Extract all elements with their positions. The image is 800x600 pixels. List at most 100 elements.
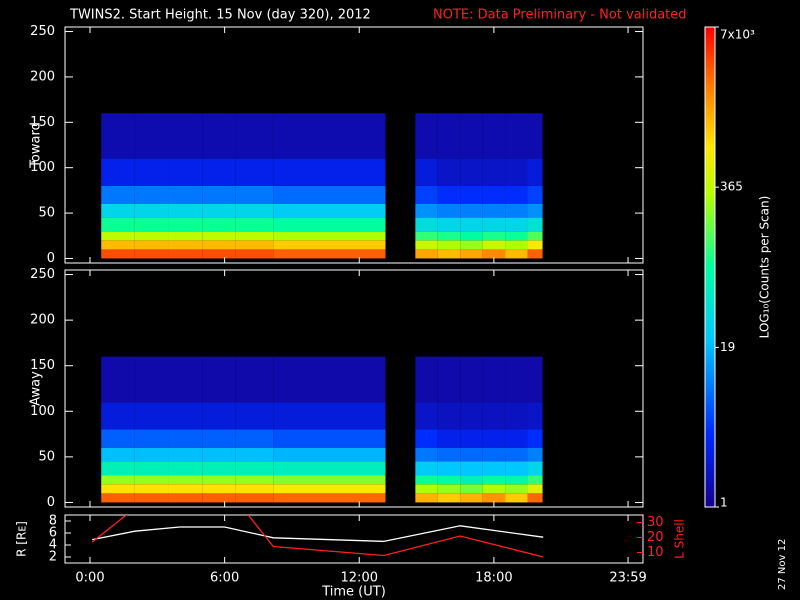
heatmap-cell [415, 484, 438, 494]
heatmap-cell [101, 113, 135, 159]
y-tick-label: 200 [30, 69, 55, 84]
heatmap-cell [202, 461, 236, 476]
heatmap-cell [134, 204, 169, 218]
y-tick-label: 50 [38, 206, 55, 221]
heatmap-cell [460, 204, 483, 218]
heatmap-cell [460, 231, 483, 241]
heatmap-cell [101, 402, 135, 430]
heatmap-cell [235, 204, 274, 218]
heatmap-cell [527, 356, 543, 403]
heatmap-cell [437, 461, 461, 476]
heatmap-cell [273, 204, 386, 218]
heatmap-cell [437, 402, 461, 430]
colorbar-tick-label: 1 [720, 496, 728, 510]
heatmap-cell [101, 429, 135, 448]
heatmap-cell [437, 493, 461, 503]
heatmap-cell [415, 240, 438, 250]
heatmap-cell [482, 249, 506, 259]
heatmap-cell [273, 113, 386, 159]
heatmap-cell [202, 429, 236, 448]
heatmap-cell [482, 447, 506, 462]
heatmap-cell [273, 429, 386, 448]
y2-tick-label: 10 [647, 545, 664, 560]
heatmap-cell [101, 461, 135, 476]
heatmap-cell [505, 461, 528, 476]
heatmap-cell [505, 217, 528, 232]
x-tick-label: 0:00 [75, 571, 104, 586]
heatmap-cell [482, 240, 506, 250]
heatmap-cell [460, 240, 483, 250]
heatmap-cell [134, 249, 169, 259]
heatmap-cell [235, 402, 274, 430]
heatmap-cell [202, 475, 236, 485]
y-tick-label: 4 [49, 538, 57, 553]
heatmap-cell [168, 493, 203, 503]
heatmap-cell [273, 402, 386, 430]
heatmap-cell [134, 113, 169, 159]
heatmap-cell [273, 240, 386, 250]
line [92, 525, 544, 543]
heatmap-cell [460, 429, 483, 448]
colorbar-tick-label: 7x10³ [720, 28, 755, 42]
heatmap-cell [202, 484, 236, 494]
heatmap-cell [273, 158, 386, 186]
heatmap-cell [415, 217, 438, 232]
heatmap-cell [168, 475, 203, 485]
heatmap-cell [235, 185, 274, 204]
y-tick-label: 0 [47, 251, 55, 266]
heatmap-cell [482, 185, 506, 204]
heatmap-cell [101, 185, 135, 204]
y2-tick-label: 20 [647, 530, 664, 545]
heatmap-cell [482, 217, 506, 232]
heatmap-cell [235, 484, 274, 494]
heatmap-cell [505, 185, 528, 204]
heatmap-cell [415, 231, 438, 241]
heatmap-cell [482, 158, 506, 186]
heatmap-cell [527, 113, 543, 159]
heatmap-cell [482, 493, 506, 503]
heatmap-cell [202, 217, 236, 232]
heatmap-cell [505, 113, 528, 159]
heatmap-cell [482, 231, 506, 241]
heatmap-cell [527, 204, 543, 218]
heatmap-cell [437, 475, 461, 485]
heatmap-cell [134, 475, 169, 485]
heatmap-cell [437, 356, 461, 403]
heatmap-cell [235, 493, 274, 503]
heatmap-cell [168, 240, 203, 250]
heatmap-cell [168, 447, 203, 462]
heatmap-cell [437, 484, 461, 494]
heatmap-cell [482, 204, 506, 218]
heatmap-cell [482, 429, 506, 448]
heatmap-cell [273, 185, 386, 204]
heatmap-cell [527, 484, 543, 494]
heatmap-cell [505, 484, 528, 494]
y-axis-label: Away [29, 371, 44, 406]
heatmap-cell [273, 217, 386, 232]
heatmap-cell [415, 204, 438, 218]
heatmap-cell [437, 231, 461, 241]
heatmap-cell [460, 185, 483, 204]
note: NOTE: Data Preliminary - Not validated [433, 8, 687, 23]
heatmap-cell [527, 249, 543, 259]
heatmap-cell [273, 475, 386, 485]
y-tick-label: 200 [30, 313, 55, 328]
heatmap-cell [527, 402, 543, 430]
heatmap-cell [437, 447, 461, 462]
heatmap-cell [168, 249, 203, 259]
heatmap-cell [460, 249, 483, 259]
heatmap-cell [527, 447, 543, 462]
heatmap-cell [460, 447, 483, 462]
heatmap-cell [202, 231, 236, 241]
heatmap-cell [235, 113, 274, 159]
heatmap-cell [273, 447, 386, 462]
heatmap-cell [415, 185, 438, 204]
heatmap-cell [460, 461, 483, 476]
heatmap-cell [168, 461, 203, 476]
heatmap-cell [202, 249, 236, 259]
date: 27 Nov 12 [777, 539, 788, 590]
y-tick-label: 100 [30, 160, 55, 175]
colorbar-label: LOG₁₀(Counts per Scan) [758, 196, 772, 339]
heatmap-cell [415, 402, 438, 430]
